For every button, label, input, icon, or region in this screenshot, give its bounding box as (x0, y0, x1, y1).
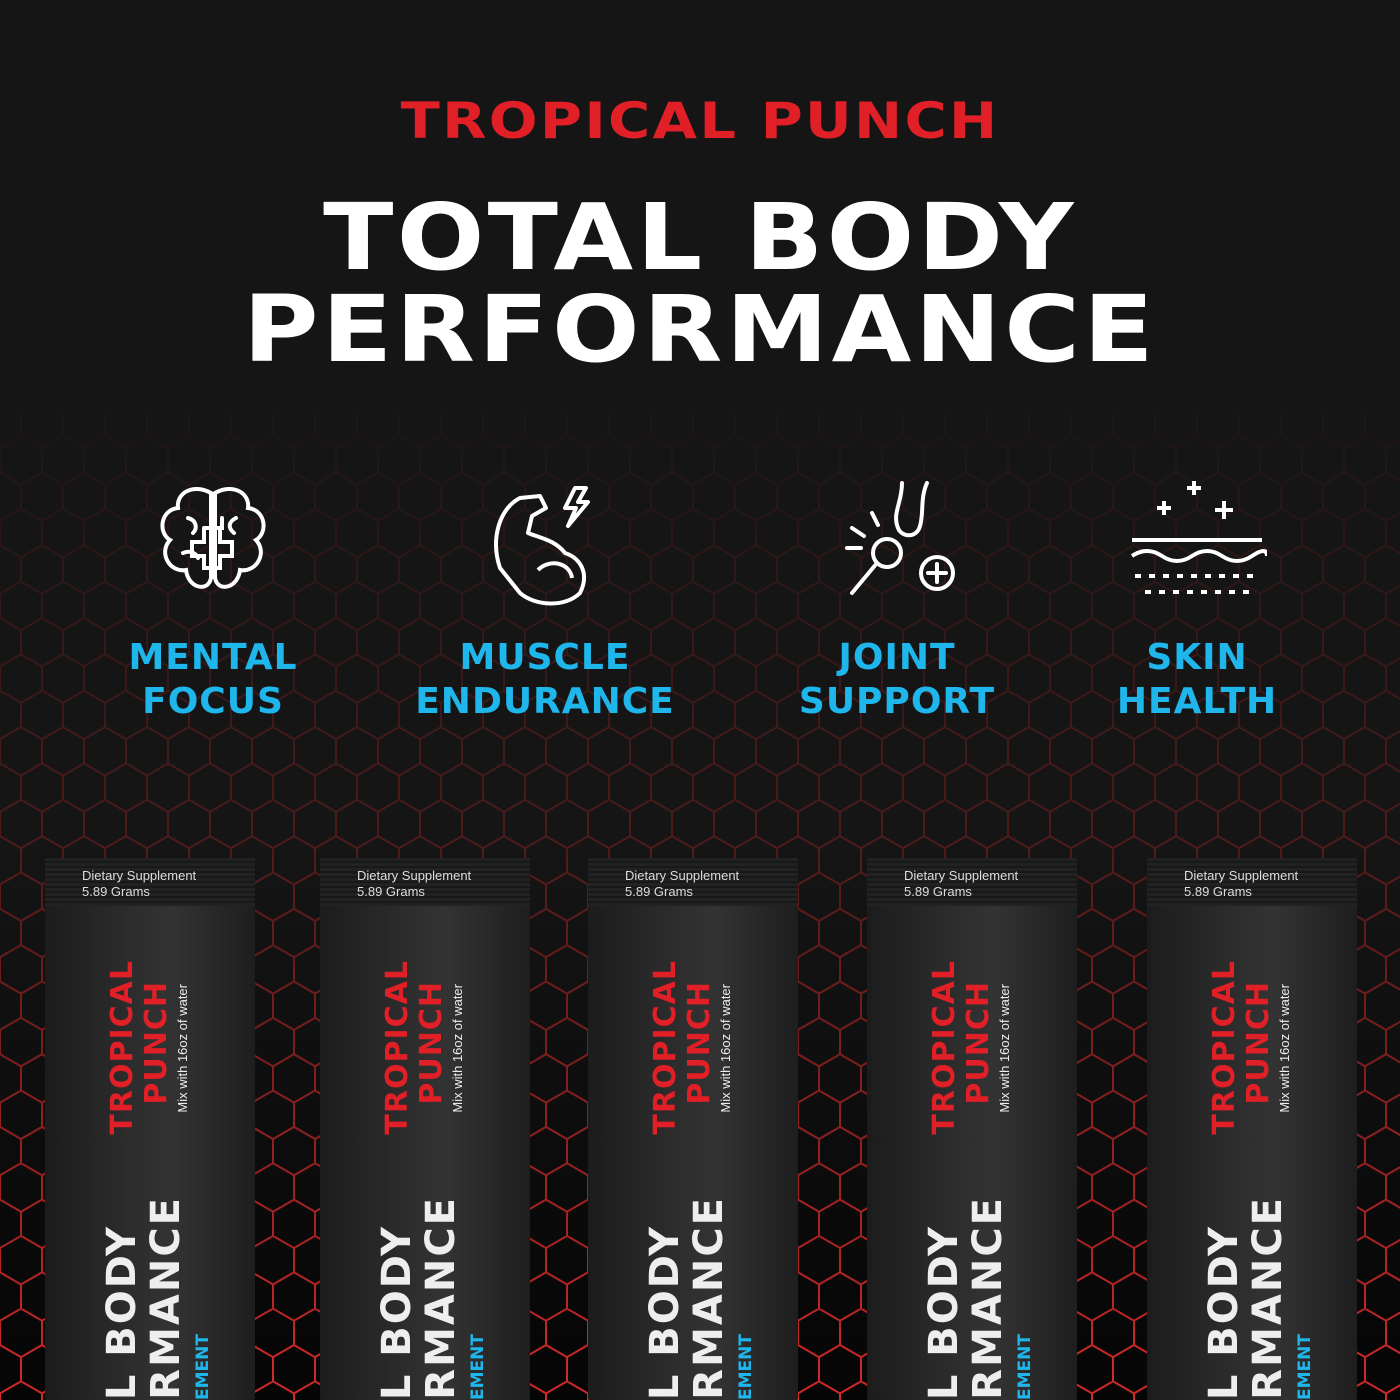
packet-label: Dietary Supplement 5.89 Grams (357, 868, 472, 899)
packet-seal (588, 858, 798, 906)
packet-sub: EMENT (1015, 1334, 1035, 1400)
packet-directions: Mix with 16oz of water (450, 984, 465, 1113)
packet-flavor-1: TROPICAL (1207, 960, 1242, 1135)
packet-brand-2: RMANCE (143, 1196, 189, 1400)
feature-mental-focus: MENTAL FOCUS (53, 478, 373, 724)
packet-flavor-1: TROPICAL (927, 960, 962, 1135)
packet-flavor-2: PUNCH (414, 981, 449, 1105)
packet-flavor-2: PUNCH (1241, 981, 1276, 1105)
packet-directions: Mix with 16oz of water (175, 984, 190, 1113)
packet-sub: EMENT (193, 1334, 213, 1400)
packet-flavor-2: PUNCH (682, 981, 717, 1105)
feature-label: MUSCLE ENDURANCE (415, 637, 675, 722)
packet-brand-1: L BODY (99, 1224, 145, 1400)
packet-sub: EMENT (736, 1334, 756, 1400)
packet-seal (320, 858, 530, 906)
packet-brand-1: L BODY (374, 1224, 420, 1400)
joint-plus-icon (845, 481, 955, 595)
brain-plus-icon (160, 487, 266, 589)
headline-line-2: PERFORMANCE (242, 276, 1158, 383)
supplement-packet: Dietary Supplement 5.89 Grams TROPICAL PU… (45, 858, 255, 1400)
feature-skin-health: SKIN HEALTH (1037, 478, 1357, 724)
packet-flavor-1: TROPICAL (105, 960, 140, 1135)
packet-flavor-2: PUNCH (139, 981, 174, 1105)
packet-sub: EMENT (468, 1334, 488, 1400)
packet-seal (45, 858, 255, 906)
headline-line-1: TOTAL BODY (323, 184, 1077, 291)
packet-flavor-2: PUNCH (961, 981, 996, 1105)
packet-label: Dietary Supplement 5.89 Grams (1184, 868, 1299, 899)
feature-label: SKIN HEALTH (1116, 637, 1278, 722)
packet-seal (867, 858, 1077, 906)
packet-directions: Mix with 16oz of water (718, 984, 733, 1113)
packet-brand-1: L BODY (921, 1224, 967, 1400)
skin-layers-plus-icon (1130, 481, 1267, 594)
packet-seal (1147, 858, 1357, 906)
feature-label: MENTAL FOCUS (128, 637, 298, 722)
feature-label: JOINT SUPPORT (798, 637, 996, 722)
packet-brand-2: RMANCE (418, 1196, 464, 1400)
feature-muscle-endurance: MUSCLE ENDURANCE (385, 478, 705, 724)
packet-directions: Mix with 16oz of water (1277, 984, 1292, 1113)
packet-label: Dietary Supplement 5.89 Grams (82, 868, 197, 899)
packet-brand-2: RMANCE (1245, 1196, 1291, 1400)
packet-directions: Mix with 16oz of water (997, 984, 1012, 1113)
packet-brand-2: RMANCE (965, 1196, 1011, 1400)
flavor-heading: TROPICAL PUNCH (400, 92, 1000, 150)
packet-label: Dietary Supplement 5.89 Grams (904, 868, 1019, 899)
supplement-packet: Dietary Supplement 5.89 Grams TROPICAL PU… (588, 858, 798, 1400)
supplement-packet: Dietary Supplement 5.89 Grams TROPICAL PU… (1147, 858, 1357, 1400)
feature-joint-support: JOINT SUPPORT (737, 478, 1057, 724)
supplement-packet: Dietary Supplement 5.89 Grams TROPICAL PU… (320, 858, 530, 1400)
flexed-arm-lightning-icon (494, 486, 590, 606)
supplement-packet: Dietary Supplement 5.89 Grams TROPICAL PU… (867, 858, 1077, 1400)
packet-flavor-1: TROPICAL (380, 960, 415, 1135)
packet-flavor-1: TROPICAL (648, 960, 683, 1135)
packet-sub: EMENT (1295, 1334, 1315, 1400)
packet-label: Dietary Supplement 5.89 Grams (625, 868, 740, 899)
packet-brand-1: L BODY (642, 1224, 688, 1400)
packet-brand-2: RMANCE (686, 1196, 732, 1400)
packet-brand-1: L BODY (1201, 1224, 1247, 1400)
